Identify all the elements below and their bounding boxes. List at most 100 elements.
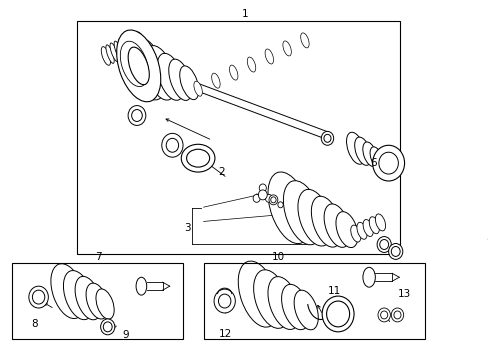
Circle shape <box>218 294 230 308</box>
Ellipse shape <box>51 264 84 319</box>
Ellipse shape <box>126 36 135 54</box>
Ellipse shape <box>186 149 209 167</box>
Ellipse shape <box>106 45 114 63</box>
Circle shape <box>378 152 398 174</box>
Bar <box>77 21 399 255</box>
Ellipse shape <box>211 73 220 88</box>
Ellipse shape <box>368 217 379 234</box>
Ellipse shape <box>181 144 215 172</box>
Circle shape <box>390 308 403 322</box>
Circle shape <box>258 190 266 200</box>
Ellipse shape <box>168 59 192 100</box>
Circle shape <box>388 243 402 260</box>
Circle shape <box>103 322 112 332</box>
Circle shape <box>162 133 183 157</box>
Ellipse shape <box>238 261 278 327</box>
Circle shape <box>372 145 404 181</box>
Ellipse shape <box>120 41 148 87</box>
Ellipse shape <box>253 270 289 328</box>
Ellipse shape <box>362 267 375 287</box>
Ellipse shape <box>86 283 108 319</box>
Circle shape <box>32 290 45 304</box>
Ellipse shape <box>96 289 114 319</box>
Ellipse shape <box>247 57 255 72</box>
Ellipse shape <box>267 276 300 329</box>
Circle shape <box>265 194 272 202</box>
Ellipse shape <box>101 47 110 65</box>
Ellipse shape <box>267 172 310 244</box>
Ellipse shape <box>63 271 93 320</box>
Ellipse shape <box>130 34 139 52</box>
Circle shape <box>322 296 353 332</box>
Circle shape <box>321 131 333 145</box>
Text: 12: 12 <box>219 329 232 339</box>
Ellipse shape <box>128 47 149 85</box>
Ellipse shape <box>129 38 165 100</box>
Bar <box>12 264 183 339</box>
Circle shape <box>166 138 178 152</box>
Circle shape <box>390 247 399 256</box>
Ellipse shape <box>110 43 118 62</box>
Circle shape <box>380 311 387 319</box>
Ellipse shape <box>283 181 321 245</box>
Circle shape <box>29 286 48 308</box>
Ellipse shape <box>118 39 126 58</box>
Ellipse shape <box>335 212 357 248</box>
Text: 2: 2 <box>217 167 224 177</box>
Circle shape <box>379 239 388 249</box>
Ellipse shape <box>356 222 366 239</box>
Circle shape <box>326 301 349 327</box>
Text: 6: 6 <box>369 158 376 168</box>
Ellipse shape <box>294 290 318 330</box>
Ellipse shape <box>300 33 308 48</box>
Ellipse shape <box>362 220 372 237</box>
Ellipse shape <box>157 53 184 100</box>
Ellipse shape <box>136 277 146 295</box>
Ellipse shape <box>114 41 122 60</box>
Text: 5: 5 <box>486 231 488 242</box>
Ellipse shape <box>283 41 291 56</box>
Circle shape <box>214 289 235 313</box>
Text: 4: 4 <box>487 251 488 260</box>
Ellipse shape <box>133 32 144 50</box>
Ellipse shape <box>264 49 273 64</box>
Circle shape <box>277 202 283 208</box>
Ellipse shape <box>354 137 370 165</box>
Text: 11: 11 <box>327 286 341 296</box>
Circle shape <box>259 184 266 192</box>
Circle shape <box>131 109 142 121</box>
Ellipse shape <box>346 132 365 164</box>
Ellipse shape <box>229 65 238 80</box>
Text: 7: 7 <box>95 252 102 262</box>
Circle shape <box>270 197 276 203</box>
Ellipse shape <box>117 30 161 102</box>
Ellipse shape <box>122 37 130 56</box>
Circle shape <box>393 311 400 319</box>
Ellipse shape <box>144 46 175 100</box>
Ellipse shape <box>324 204 349 247</box>
Ellipse shape <box>193 81 202 96</box>
Ellipse shape <box>180 66 198 100</box>
Circle shape <box>253 194 260 202</box>
Text: 8: 8 <box>31 319 38 329</box>
Ellipse shape <box>75 276 101 320</box>
Circle shape <box>376 237 390 252</box>
Circle shape <box>268 195 277 205</box>
Ellipse shape <box>369 147 382 167</box>
Text: 3: 3 <box>184 222 190 233</box>
Circle shape <box>377 308 389 322</box>
Bar <box>204 264 424 339</box>
Text: 1: 1 <box>241 9 248 19</box>
Ellipse shape <box>362 142 376 166</box>
Circle shape <box>101 319 115 335</box>
Ellipse shape <box>311 196 341 247</box>
Ellipse shape <box>281 284 309 330</box>
Circle shape <box>128 105 145 125</box>
Text: 13: 13 <box>397 289 410 299</box>
Ellipse shape <box>375 214 385 231</box>
Text: 10: 10 <box>272 252 285 262</box>
Text: 9: 9 <box>122 330 128 340</box>
Ellipse shape <box>297 189 331 246</box>
Circle shape <box>323 134 330 142</box>
Ellipse shape <box>350 225 360 242</box>
